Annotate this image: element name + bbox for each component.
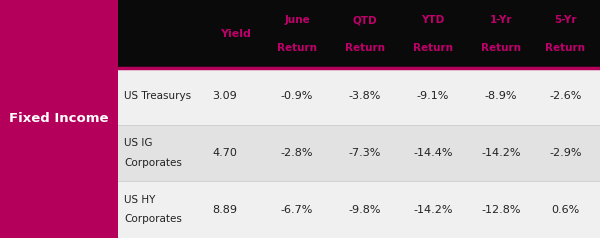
- Text: YTD: YTD: [421, 15, 445, 25]
- Text: 5-Yr: 5-Yr: [554, 15, 577, 25]
- Text: -7.3%: -7.3%: [349, 148, 381, 158]
- Text: -14.2%: -14.2%: [481, 148, 521, 158]
- Text: -9.1%: -9.1%: [417, 91, 449, 101]
- Text: Return: Return: [413, 43, 453, 53]
- Text: Return: Return: [481, 43, 521, 53]
- Text: 4.70: 4.70: [212, 148, 237, 158]
- Text: -14.4%: -14.4%: [413, 148, 453, 158]
- Text: 1-Yr: 1-Yr: [490, 15, 512, 25]
- Text: 3.09: 3.09: [212, 91, 237, 101]
- Text: Fixed Income: Fixed Income: [9, 113, 109, 125]
- Text: US Treasurys: US Treasurys: [124, 91, 191, 101]
- Text: Corporates: Corporates: [124, 158, 182, 168]
- Text: -14.2%: -14.2%: [413, 205, 453, 215]
- Text: -3.8%: -3.8%: [349, 91, 381, 101]
- Text: Corporates: Corporates: [124, 214, 182, 224]
- Text: Return: Return: [545, 43, 586, 53]
- Text: 0.6%: 0.6%: [551, 205, 580, 215]
- Text: -2.9%: -2.9%: [549, 148, 582, 158]
- Text: -2.8%: -2.8%: [281, 148, 313, 158]
- Polygon shape: [118, 125, 600, 181]
- Text: -8.9%: -8.9%: [485, 91, 517, 101]
- Text: -9.8%: -9.8%: [349, 205, 381, 215]
- Text: -6.7%: -6.7%: [281, 205, 313, 215]
- Polygon shape: [118, 181, 600, 238]
- Text: US HY: US HY: [124, 195, 155, 205]
- Text: US IG: US IG: [124, 138, 152, 148]
- Text: Yield: Yield: [220, 29, 251, 39]
- Polygon shape: [118, 68, 600, 125]
- Text: -12.8%: -12.8%: [481, 205, 521, 215]
- Text: Return: Return: [345, 43, 385, 53]
- Text: -2.6%: -2.6%: [550, 91, 581, 101]
- Text: -0.9%: -0.9%: [281, 91, 313, 101]
- Text: 8.89: 8.89: [212, 205, 237, 215]
- Text: June: June: [284, 15, 310, 25]
- Text: QTD: QTD: [353, 15, 377, 25]
- Text: Return: Return: [277, 43, 317, 53]
- Polygon shape: [118, 0, 600, 68]
- Polygon shape: [0, 0, 118, 238]
